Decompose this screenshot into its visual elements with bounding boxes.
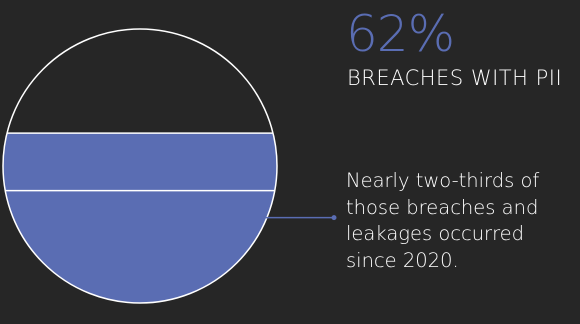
filled-segment	[3, 133, 277, 303]
stat-label: BREACHES WITH PII	[347, 66, 563, 90]
callout-dot	[331, 215, 337, 221]
circle-outline	[2, 28, 278, 304]
stat-value: 62%	[346, 5, 455, 63]
annotation-text: Nearly two-thirds of those breaches and …	[346, 169, 540, 272]
